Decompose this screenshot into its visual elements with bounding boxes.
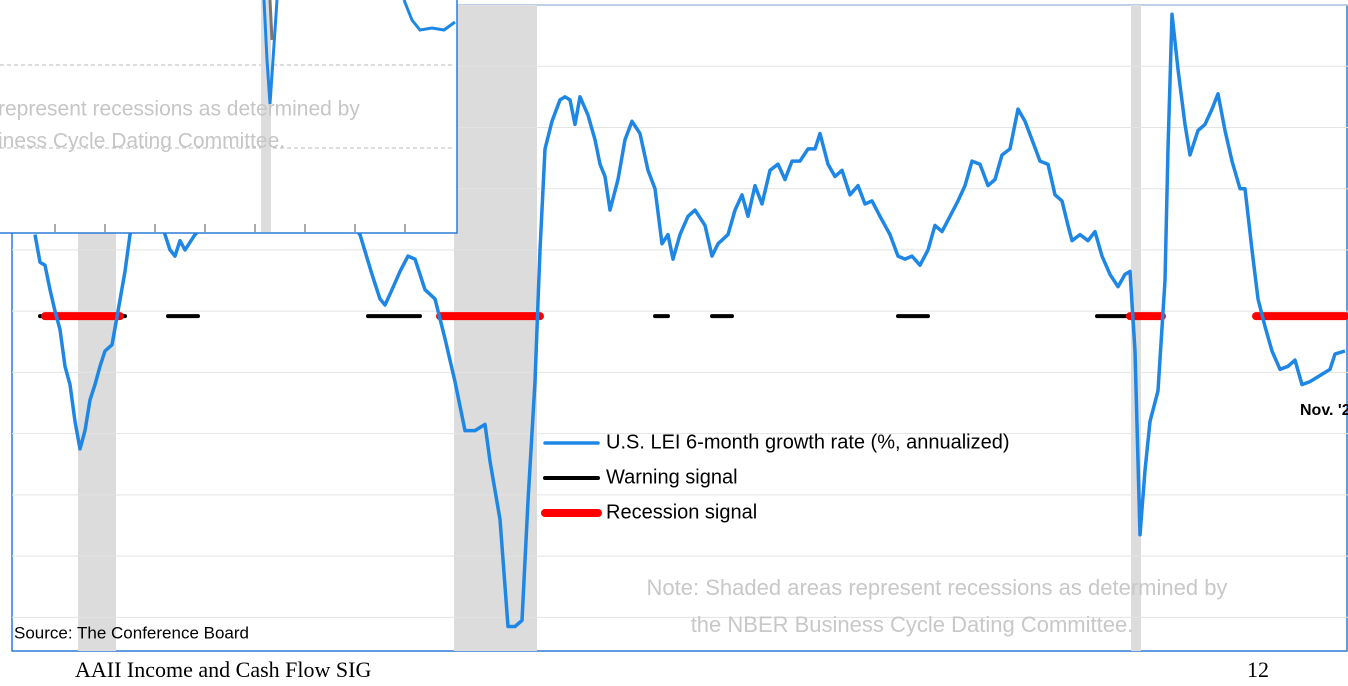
- inset-ticks: [54, 224, 406, 232]
- note: the NBER Business Cycle Dating Committee…: [691, 612, 1134, 637]
- data-line: [33, 12, 1346, 629]
- inset-line: [402, 0, 456, 32]
- legend-label: U.S. LEI 6-month growth rate (%, annuali…: [606, 431, 1010, 453]
- inset-shade: [261, 0, 271, 232]
- inset-note: represent recessions as determined by: [0, 98, 360, 121]
- page-number: 12: [1247, 657, 1269, 682]
- note: Note: Shaded areas represent recessions …: [647, 575, 1228, 600]
- inset-frame: [0, 0, 458, 234]
- inset-line: [268, 0, 274, 41]
- legend-label: Warning signal: [606, 466, 738, 488]
- end-label: Nov. '2: [1300, 402, 1348, 419]
- plot: U.S. LEI 6-month growth rate (%, annuali…: [12, 4, 1348, 651]
- footer-left: AAII Income and Cash Flow SIG: [75, 657, 371, 682]
- inset-note: iness Cycle Dating Committee.: [0, 130, 285, 153]
- source: Source: The Conference Board: [14, 623, 249, 642]
- recession-shade: [1131, 5, 1141, 651]
- inset: represent recessions as determined by in…: [0, 0, 458, 234]
- recession-shade: [454, 5, 537, 651]
- legend-label: Recession signal: [606, 501, 757, 523]
- inset-line: [262, 0, 279, 105]
